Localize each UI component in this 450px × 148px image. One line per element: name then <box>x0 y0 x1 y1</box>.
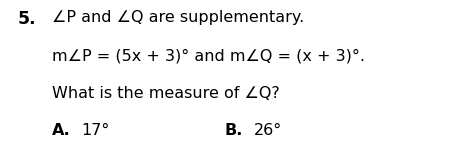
Text: m∠P = (5x + 3)° and m∠Q = (x + 3)°.: m∠P = (5x + 3)° and m∠Q = (x + 3)°. <box>52 49 365 64</box>
Text: 17°: 17° <box>81 123 109 138</box>
Text: 5.: 5. <box>18 10 36 28</box>
Text: What is the measure of ∠Q?: What is the measure of ∠Q? <box>52 86 279 101</box>
Text: B.: B. <box>225 123 243 138</box>
Text: ∠P and ∠Q are supplementary.: ∠P and ∠Q are supplementary. <box>52 10 304 25</box>
Text: 26°: 26° <box>254 123 283 138</box>
Text: A.: A. <box>52 123 71 138</box>
